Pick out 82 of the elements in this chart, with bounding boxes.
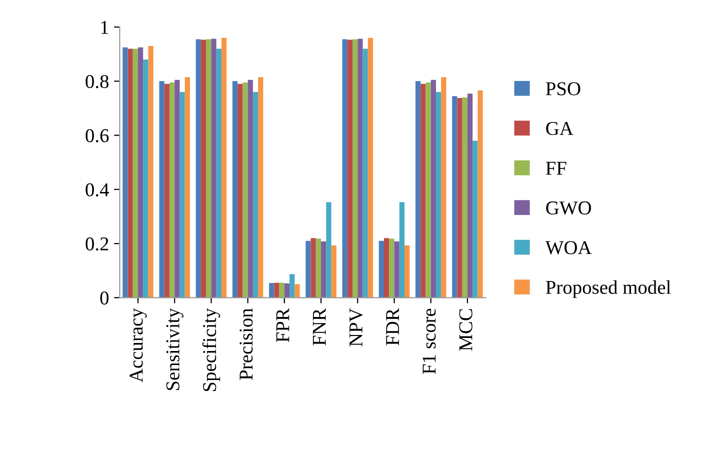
bar — [206, 39, 212, 298]
bar — [321, 241, 326, 298]
bar — [284, 283, 290, 298]
bar — [128, 48, 133, 298]
bar — [164, 84, 170, 298]
x-tick-label: FPR — [276, 308, 290, 342]
bar — [238, 84, 243, 298]
y-tick-label: 1 — [101, 20, 108, 34]
bar — [316, 238, 322, 298]
x-tick-label: Sensitivity — [166, 308, 184, 390]
x-tick-label: FNR — [312, 308, 326, 346]
legend-label: WOA — [545, 241, 592, 254]
bar — [394, 241, 400, 298]
x-tick-label: Precision — [240, 308, 253, 380]
y-tick-label: 0.2 — [86, 237, 108, 251]
bar — [352, 39, 358, 298]
bar — [122, 47, 128, 298]
bar — [430, 80, 436, 298]
x-tick-label: MCC — [459, 309, 472, 351]
x-tick-label: FDR — [386, 308, 399, 346]
bar — [368, 38, 374, 298]
bar — [174, 80, 180, 298]
bar — [420, 84, 426, 298]
bar — [211, 38, 216, 298]
bar — [279, 282, 284, 298]
bar — [159, 81, 164, 298]
bar — [426, 82, 431, 298]
legend-label: GA — [546, 122, 574, 136]
bar — [310, 238, 316, 298]
bar — [347, 40, 353, 298]
bar — [472, 140, 478, 298]
bar — [294, 284, 300, 298]
bar — [196, 39, 201, 298]
bar — [252, 92, 258, 298]
x-tick-label: Specificity — [202, 308, 220, 392]
bar — [258, 77, 264, 298]
legend-label: PSO — [546, 82, 580, 96]
bar — [399, 202, 404, 298]
y-tick-label: 0.6 — [86, 129, 109, 142]
x-tick-label: NPV — [350, 308, 363, 346]
bar — [200, 40, 206, 298]
bar — [138, 47, 144, 298]
bar — [216, 48, 222, 298]
x-tick-label: F1 score — [422, 308, 436, 374]
bar — [462, 97, 468, 298]
bar — [148, 46, 154, 298]
bar — [467, 94, 473, 298]
bar — [362, 48, 368, 298]
x-tick-label: Accuracy — [130, 308, 147, 382]
y-tick-label: 0 — [100, 291, 109, 305]
bar — [306, 240, 311, 298]
y-tick-label: 0.8 — [86, 74, 109, 88]
bar — [404, 245, 410, 298]
bar — [478, 90, 483, 298]
legend-label: GWO — [546, 201, 591, 215]
bar — [274, 282, 280, 298]
bar — [169, 82, 175, 298]
bar — [184, 77, 190, 298]
bar — [269, 283, 274, 298]
legend-label: FF — [546, 162, 566, 175]
bar — [180, 92, 185, 298]
legend-label: Proposed model — [546, 280, 671, 298]
bar — [331, 245, 336, 298]
bar — [290, 274, 295, 298]
bar — [342, 39, 348, 298]
bar — [326, 202, 332, 298]
bar — [415, 81, 421, 298]
bar — [457, 98, 462, 298]
bar — [132, 48, 138, 298]
bar — [358, 38, 363, 298]
bar — [389, 238, 394, 298]
bar — [221, 38, 227, 298]
bar — [143, 60, 148, 298]
bar — [441, 77, 446, 298]
bar — [232, 81, 238, 298]
bar — [436, 92, 442, 298]
bar — [378, 240, 384, 298]
bar — [384, 238, 390, 298]
bar — [248, 80, 253, 298]
bar — [452, 96, 458, 298]
y-tick-label: 0.4 — [86, 183, 109, 196]
bar — [242, 82, 248, 298]
